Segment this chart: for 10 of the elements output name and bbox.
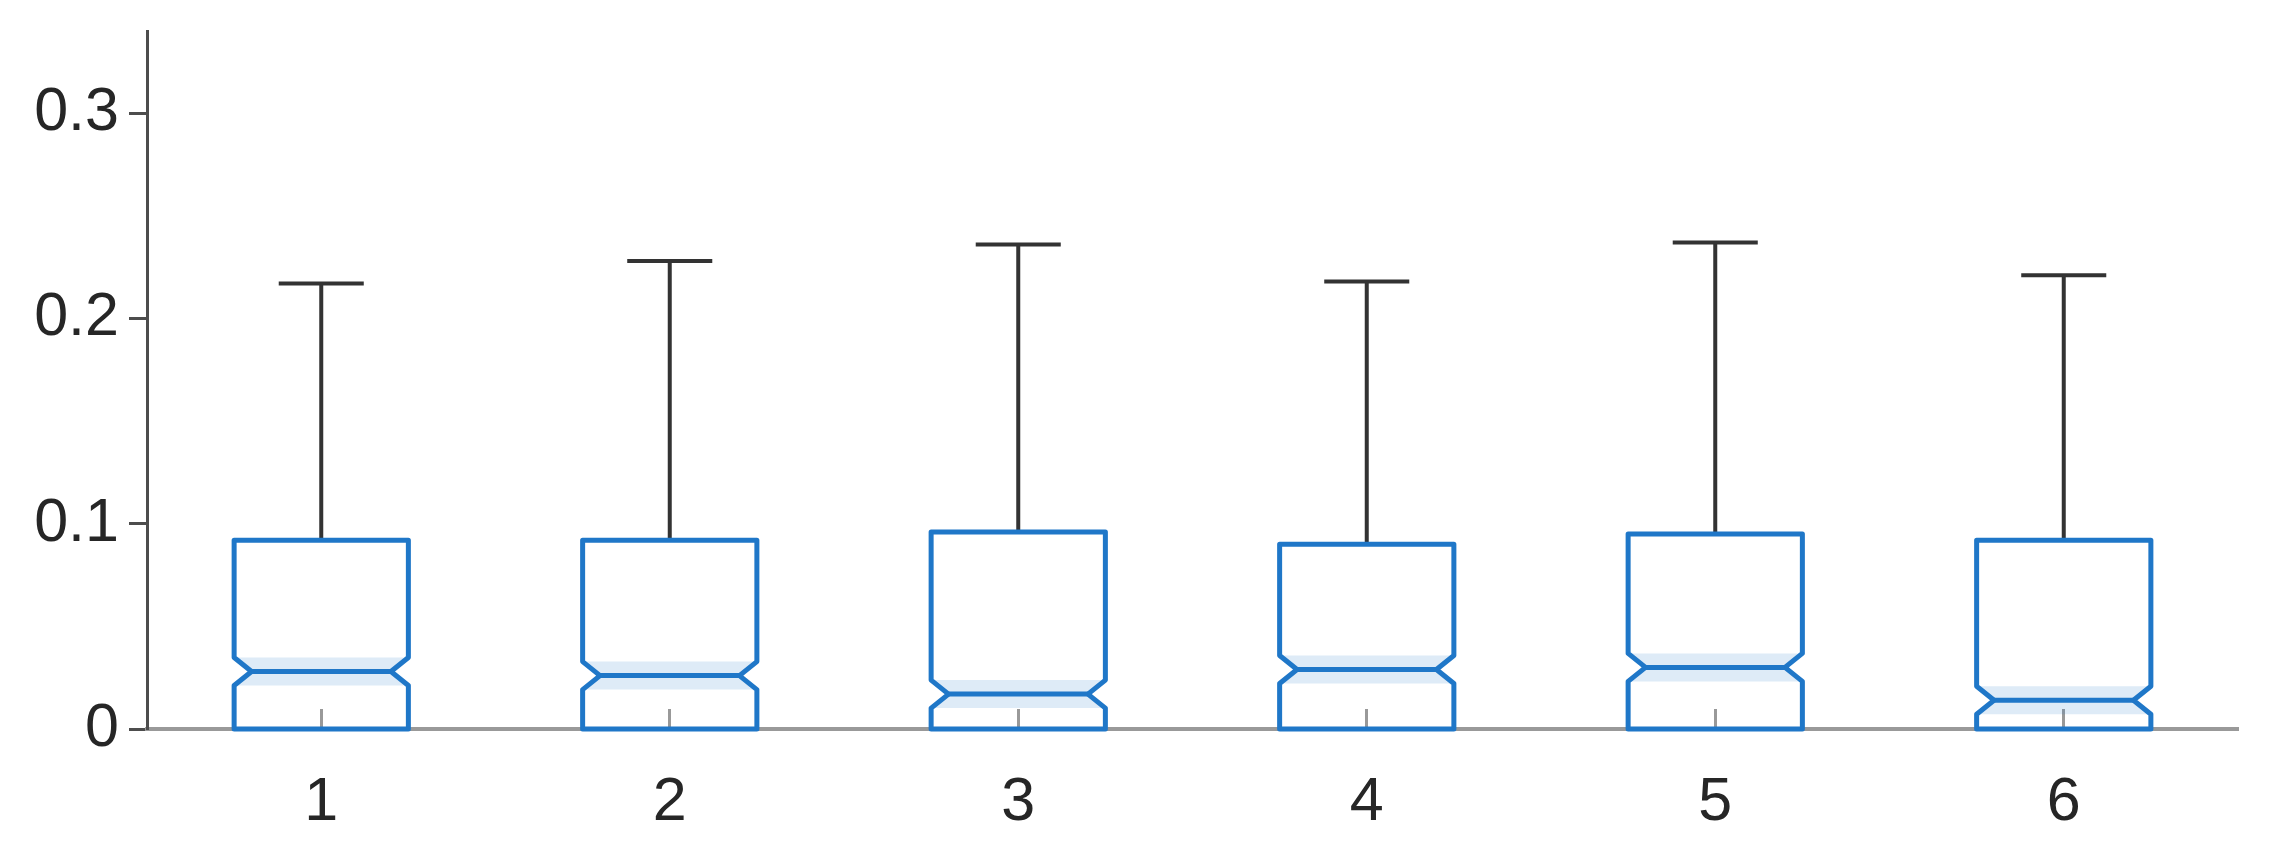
x-tick-label: 6 <box>2046 765 2081 834</box>
x-tick-label: 1 <box>304 765 339 834</box>
y-tick-label: 0.3 <box>34 74 119 143</box>
x-tick-label: 3 <box>1001 765 1036 834</box>
x-tick-label: 4 <box>1349 765 1384 834</box>
y-tick-label: 0.1 <box>34 485 119 554</box>
x-tick-label: 2 <box>652 765 687 834</box>
y-tick-label: 0 <box>85 690 119 759</box>
y-tick-label: 0.2 <box>34 280 119 349</box>
x-tick-label: 5 <box>1698 765 1733 834</box>
